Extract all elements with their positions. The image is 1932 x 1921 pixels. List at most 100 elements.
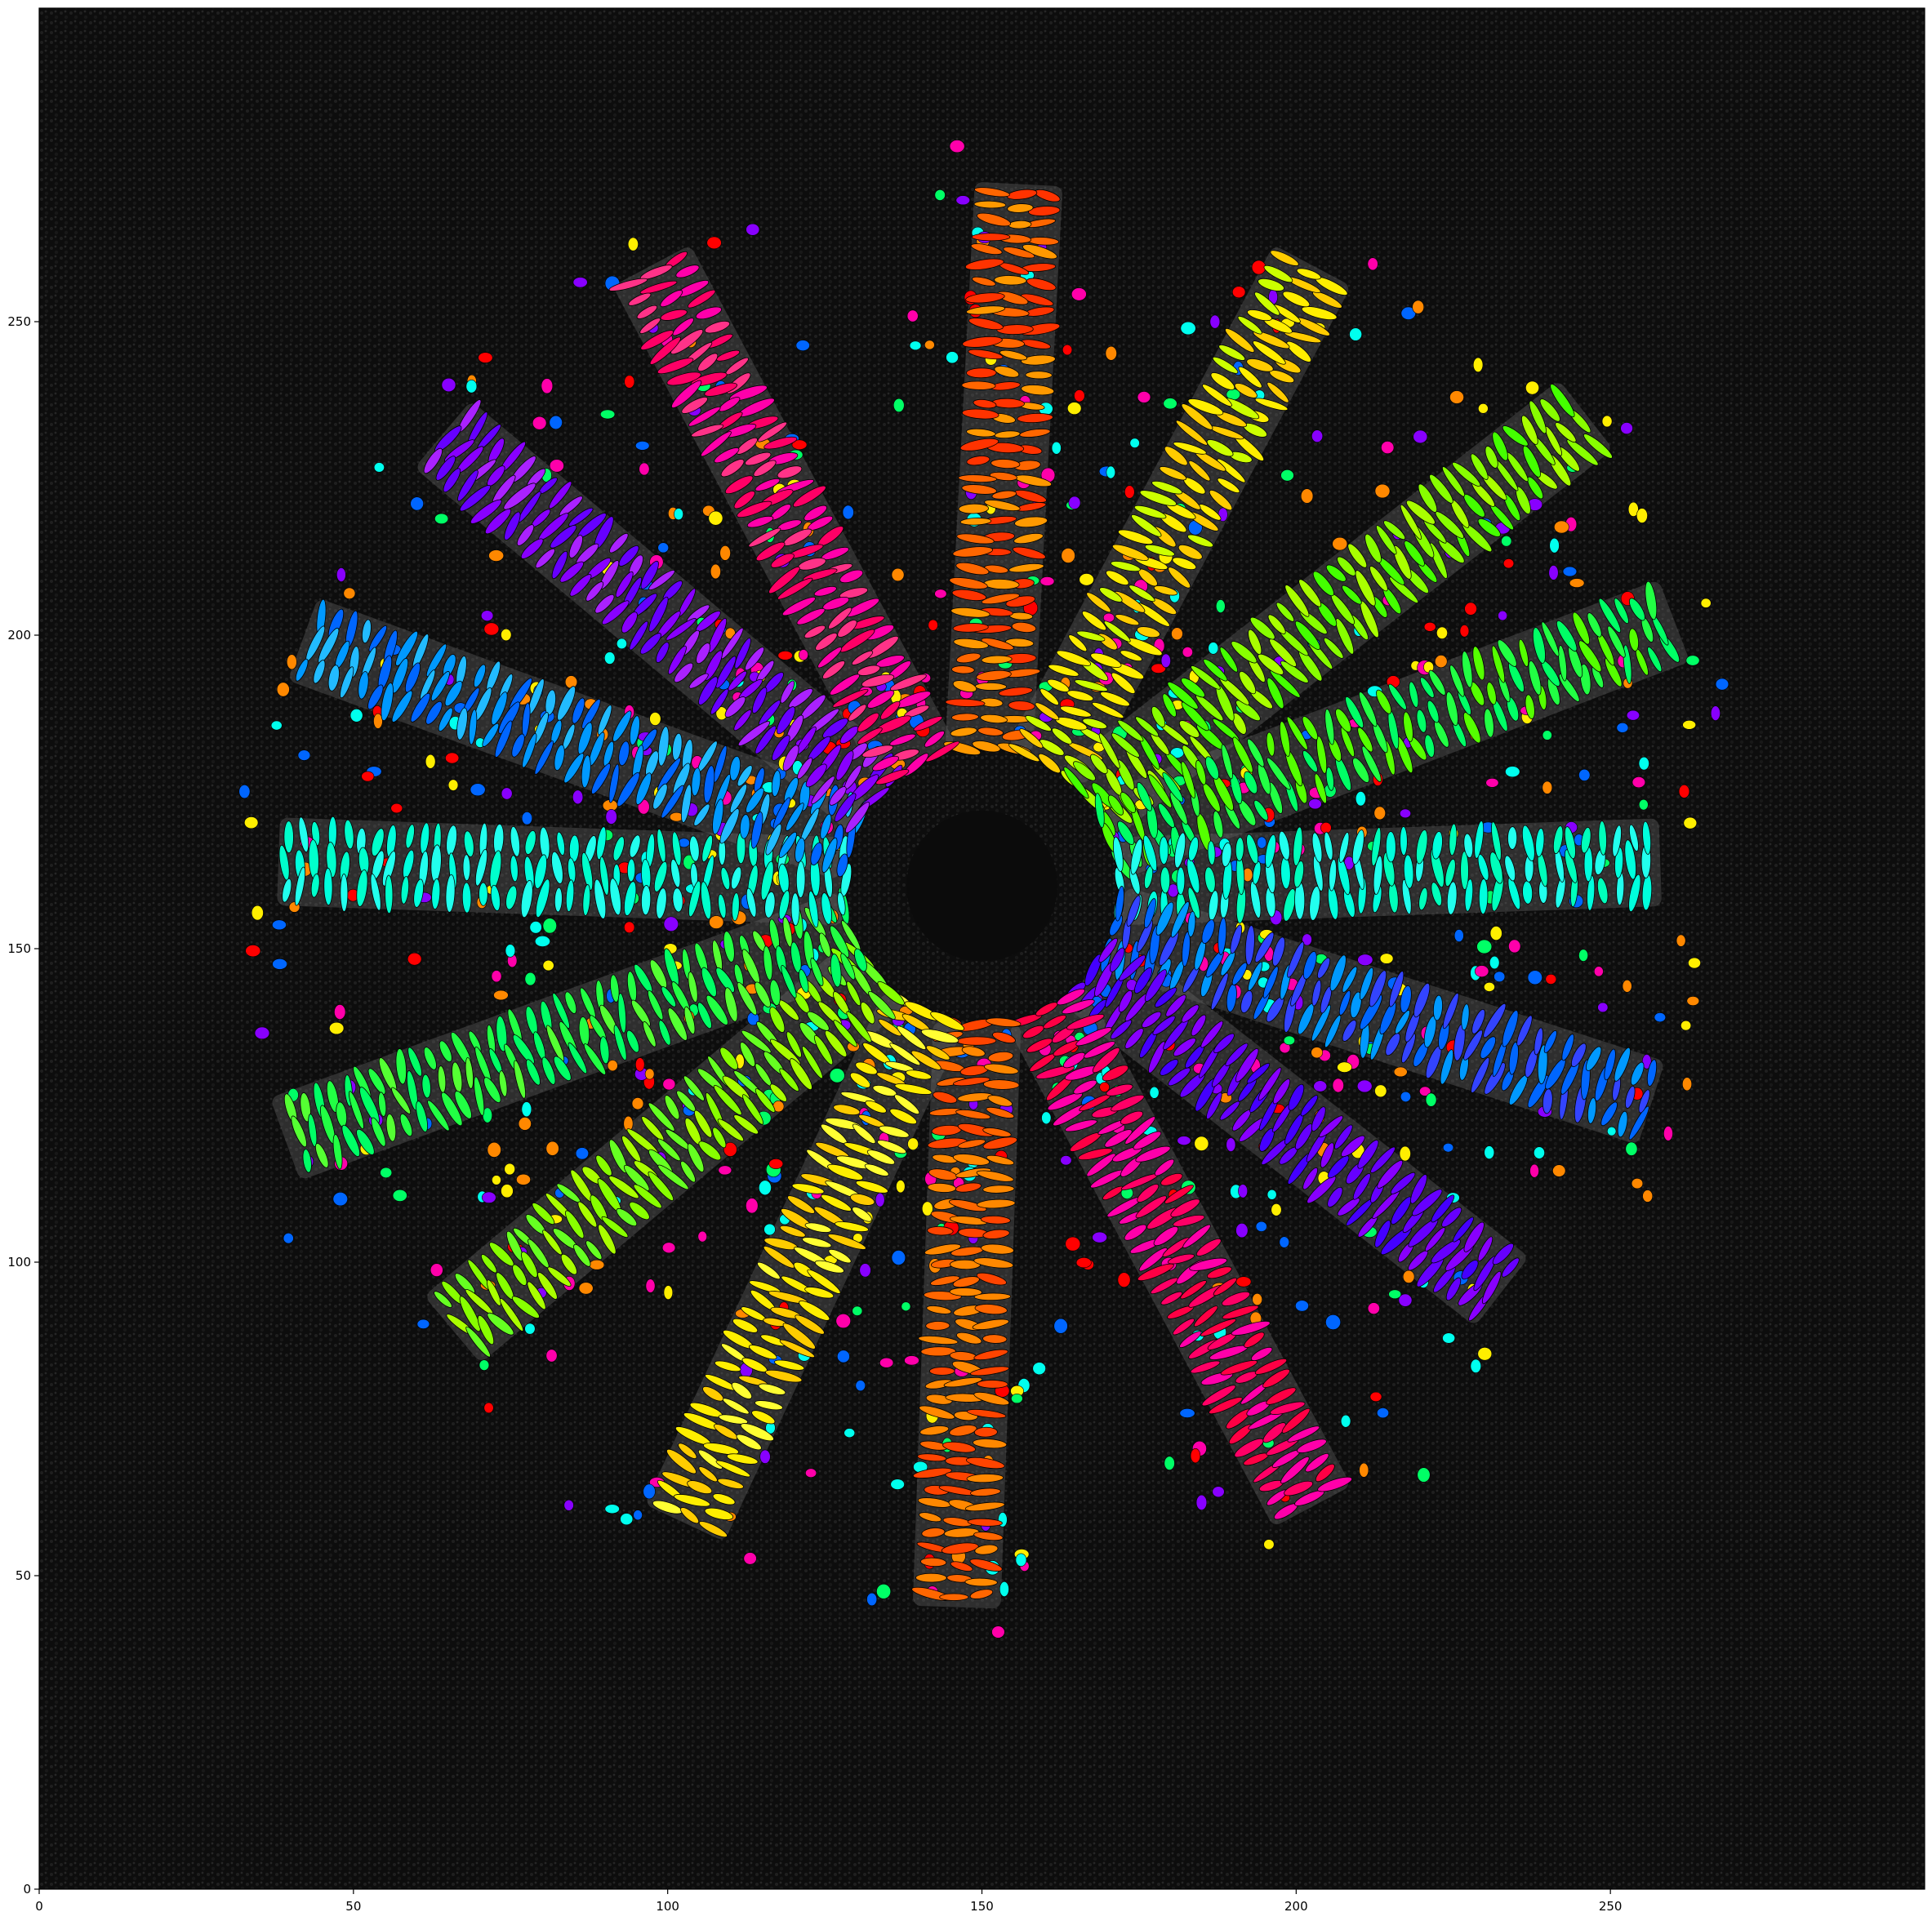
scatter-point [891, 1250, 906, 1265]
ellipse-marker [1081, 611, 1107, 631]
scatter-point [1553, 520, 1569, 534]
scatter-point [635, 441, 650, 451]
scatter-point [1548, 565, 1559, 580]
scatter-point [1061, 548, 1075, 563]
scatter-point [1177, 1136, 1191, 1145]
scatter-point [1453, 929, 1464, 942]
scatter-point [297, 749, 311, 761]
scatter-point [373, 713, 383, 729]
ellipse-marker [1048, 664, 1080, 677]
scatter-point [542, 959, 554, 972]
scatter-point [521, 812, 532, 825]
ellipse-marker [1012, 546, 1046, 560]
ellipse-marker [950, 713, 979, 722]
scatter-point [518, 1117, 532, 1131]
scatter-point [1231, 286, 1246, 299]
ellipse-marker [962, 336, 1003, 348]
ellipse-marker [1051, 727, 1073, 745]
ellipse-marker [1100, 691, 1130, 707]
scatter-point [1449, 390, 1464, 404]
scatter-point [1011, 1394, 1023, 1404]
scatter-point [1212, 1486, 1225, 1498]
ellipse-marker [990, 459, 1021, 469]
scatter-point [906, 309, 919, 322]
ellipse-marker [385, 874, 394, 914]
scatter-point [563, 1499, 574, 1511]
ellipse-marker [1111, 544, 1149, 561]
scatter-point [1373, 806, 1386, 820]
scatter-point [407, 952, 422, 966]
scatter-point [934, 189, 946, 201]
ellipse-marker [1128, 585, 1155, 603]
ellipse-marker [958, 503, 990, 514]
ellipse-marker [1176, 866, 1186, 896]
scatter-point [1067, 402, 1082, 415]
scatter-point [1436, 626, 1448, 639]
scatter-point [746, 1198, 759, 1214]
ellipse-marker [1460, 851, 1469, 891]
scatter-point [799, 649, 808, 660]
scatter-point [1369, 1391, 1382, 1403]
scatter-point [1075, 1257, 1092, 1269]
ellipse-marker [1090, 652, 1122, 668]
scatter-point [1163, 398, 1177, 410]
scatter-point [879, 1357, 894, 1368]
scatter-point [1295, 1300, 1309, 1312]
ellipse-marker [1039, 739, 1065, 756]
scatter-point [1686, 996, 1700, 1006]
ellipse-marker [974, 187, 1010, 198]
ellipse-marker [939, 1593, 969, 1601]
ellipse-marker [1168, 567, 1191, 589]
scatter-point [1562, 566, 1578, 577]
scatter-point [251, 905, 264, 921]
scatter-point [852, 1305, 863, 1316]
ellipse-marker [1507, 826, 1518, 850]
ellipse-marker [952, 623, 989, 633]
scatter-point [483, 1402, 494, 1414]
scatter-point [1552, 1164, 1566, 1177]
ellipse-marker [1021, 385, 1055, 396]
scatter-point [1638, 756, 1649, 771]
ellipse-marker [981, 593, 1020, 605]
scatter-point [480, 610, 494, 621]
scatter-point [534, 936, 550, 947]
scatter-point [639, 462, 650, 476]
scatter-point [1606, 1126, 1617, 1136]
ellipse-marker [1076, 630, 1106, 642]
scatter-point [1477, 1347, 1493, 1361]
scatter-point [633, 1510, 643, 1521]
scatter-point [674, 508, 683, 521]
scatter-point [430, 1263, 443, 1277]
scatter-point [564, 675, 578, 689]
ellipse-marker [1035, 702, 1060, 721]
scatter-point [718, 1165, 732, 1176]
scatter-point [478, 352, 493, 363]
scatter-point [909, 340, 922, 351]
scatter-point [1489, 955, 1500, 970]
ellipse-marker [1177, 544, 1203, 560]
ellipse-marker [961, 408, 999, 420]
scatter-point [542, 918, 557, 934]
scatter-point [334, 1004, 346, 1020]
ellipse-marker [1385, 831, 1396, 863]
ellipse-marker [1028, 206, 1061, 216]
ellipse-marker [1047, 678, 1070, 692]
scatter-point [578, 1282, 594, 1295]
ellipse-marker [1056, 650, 1092, 666]
scatter-point [589, 1259, 605, 1270]
scatter-point [1117, 1272, 1131, 1287]
scatter-point [1195, 1494, 1208, 1510]
scatter-point [434, 513, 449, 524]
ellipse-marker [972, 740, 1001, 753]
ellipse-marker [928, 1367, 955, 1376]
ellipse-marker [961, 484, 997, 495]
scatter-point [1032, 1362, 1046, 1376]
ellipse-marker [1400, 826, 1408, 856]
scatter-point [1235, 1223, 1249, 1238]
scatter-point [1251, 260, 1266, 275]
scatter-point [1255, 1221, 1267, 1232]
scatter-point [844, 1428, 856, 1439]
ellipse-marker [1008, 563, 1044, 573]
scatter-point [524, 1323, 536, 1335]
ellipse-marker [984, 500, 1021, 511]
